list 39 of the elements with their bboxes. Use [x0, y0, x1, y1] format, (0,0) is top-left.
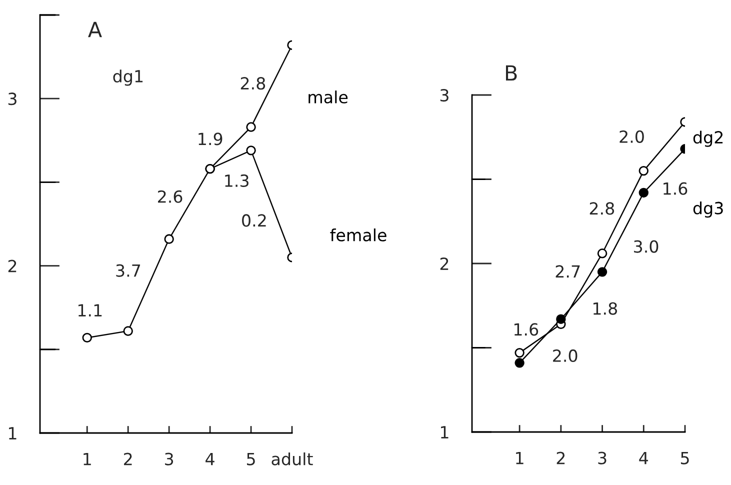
x-tick-label: 3	[598, 452, 606, 464]
annotation: 0.2	[242, 214, 266, 227]
annotation: 3.0	[634, 240, 658, 253]
annotation: dg1	[113, 70, 143, 86]
y-tick-label: 3	[8, 92, 16, 106]
x-tick-label: 2	[124, 452, 132, 466]
annotation: 1.3	[225, 174, 248, 188]
x-tick-label: adult	[272, 452, 313, 466]
y-tick-label: 1	[9, 427, 16, 440]
annotation: 2.7	[556, 265, 580, 278]
x-tick-label: 1	[516, 452, 524, 464]
x-tick-label: 5	[247, 452, 255, 466]
y-tick-label: 1	[441, 426, 448, 438]
x-tick-label: 3	[165, 452, 174, 466]
chart-title: B	[506, 65, 517, 81]
series-label: dg2	[693, 130, 723, 147]
x-tick-label: 2	[556, 452, 565, 464]
annotation: 2.0	[553, 349, 578, 362]
annotation: 1.1	[78, 304, 102, 316]
annotation: 1.6	[664, 182, 688, 195]
annotation: 2.6	[158, 190, 182, 203]
text: female	[330, 228, 386, 242]
annotation: 2.8	[590, 202, 614, 215]
y-tick-label: 2	[440, 257, 448, 270]
annotation: 1.6	[514, 323, 538, 336]
text: male	[308, 90, 348, 104]
text: dg3	[693, 202, 723, 218]
x-tick-label: 4	[206, 452, 214, 466]
annotation: 2.0	[620, 130, 644, 143]
x-tick-label: 5	[680, 452, 689, 464]
chart-title: A	[88, 22, 102, 38]
annotation: 1.9	[198, 132, 222, 146]
annotation: 3.7	[116, 264, 140, 277]
y-tick-label: 2	[8, 260, 16, 272]
annotation: 1.8	[593, 302, 618, 315]
x-tick-label: 4	[639, 452, 648, 464]
annotation: 2.8	[240, 77, 266, 90]
y-tick-label: 3	[440, 88, 448, 102]
x-tick-label: 1	[84, 452, 91, 466]
